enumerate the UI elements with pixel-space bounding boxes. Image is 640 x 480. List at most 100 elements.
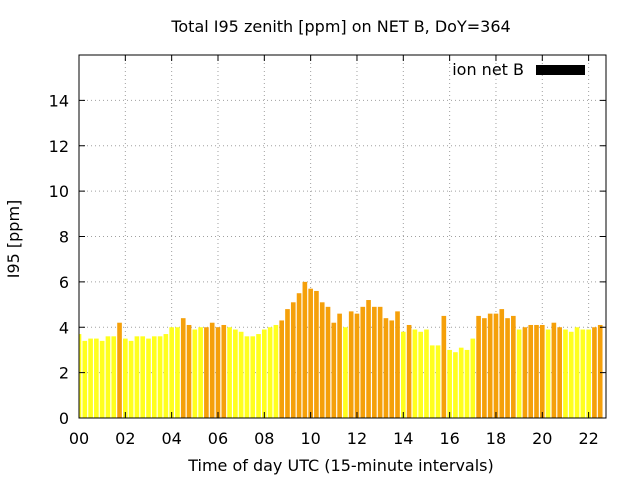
bar bbox=[545, 329, 551, 418]
bar bbox=[88, 338, 93, 418]
bar bbox=[453, 352, 458, 418]
x-tick-label: 04 bbox=[161, 429, 181, 448]
chart-title: Total I95 zenith [ppm] on NET B, DoY=364 bbox=[170, 17, 510, 36]
bar bbox=[372, 306, 377, 418]
bar bbox=[331, 322, 337, 418]
x-tick-label: 16 bbox=[439, 429, 459, 448]
legend: ion net B bbox=[452, 60, 585, 79]
bar bbox=[568, 331, 574, 418]
bar bbox=[360, 306, 366, 418]
y-tick-label: 4 bbox=[59, 318, 69, 337]
x-tick-label: 10 bbox=[300, 429, 320, 448]
bar bbox=[429, 345, 435, 418]
bar bbox=[163, 334, 169, 418]
bar bbox=[186, 324, 192, 418]
bar bbox=[169, 327, 174, 418]
legend-label: ion net B bbox=[452, 60, 524, 79]
bar bbox=[458, 347, 464, 418]
bar bbox=[94, 338, 99, 418]
bar bbox=[586, 329, 591, 418]
bar bbox=[522, 327, 528, 418]
bar bbox=[140, 336, 146, 418]
x-tick-label: 12 bbox=[347, 429, 367, 448]
bar bbox=[354, 313, 360, 418]
x-tick-label: 14 bbox=[393, 429, 413, 448]
y-axis-label: I95 [ppm] bbox=[4, 200, 23, 279]
x-axis-label: Time of day UTC (15-minute intervals) bbox=[187, 456, 494, 475]
bar bbox=[343, 327, 348, 418]
y-tick-label: 6 bbox=[59, 273, 69, 292]
bar bbox=[534, 324, 539, 418]
bar bbox=[424, 329, 429, 418]
bar bbox=[406, 324, 412, 418]
bar bbox=[348, 311, 354, 418]
bar bbox=[192, 329, 198, 418]
bar bbox=[389, 320, 395, 418]
bar bbox=[128, 340, 134, 418]
bar bbox=[516, 329, 522, 418]
y-tick-label: 14 bbox=[49, 91, 69, 110]
bar bbox=[273, 324, 279, 418]
bar bbox=[279, 320, 285, 418]
bar bbox=[221, 324, 227, 418]
bar bbox=[233, 329, 238, 418]
bar bbox=[592, 327, 597, 418]
bar bbox=[198, 327, 203, 418]
bar bbox=[267, 327, 273, 418]
bar bbox=[400, 331, 406, 418]
bar bbox=[447, 349, 452, 418]
bar bbox=[256, 334, 261, 418]
bar bbox=[435, 345, 441, 418]
x-tick-label: 20 bbox=[532, 429, 552, 448]
bar bbox=[227, 327, 232, 418]
x-tick-label: 08 bbox=[254, 429, 274, 448]
y-tick-label: 8 bbox=[59, 228, 69, 247]
bar bbox=[511, 315, 516, 418]
bar bbox=[557, 327, 562, 418]
bar bbox=[487, 313, 493, 418]
bar bbox=[551, 322, 557, 418]
bar bbox=[157, 336, 163, 418]
bar bbox=[308, 288, 313, 418]
bar bbox=[180, 318, 186, 418]
bar bbox=[215, 327, 221, 418]
bar bbox=[539, 324, 545, 418]
bar bbox=[105, 336, 111, 418]
y-tick-label: 2 bbox=[59, 364, 69, 383]
bar bbox=[175, 327, 180, 418]
bar bbox=[493, 313, 499, 418]
bars bbox=[79, 281, 603, 418]
bar bbox=[383, 318, 389, 418]
x-tick-label: 02 bbox=[115, 429, 135, 448]
bar bbox=[79, 334, 82, 418]
bar bbox=[476, 315, 481, 418]
bar bbox=[319, 302, 325, 418]
bar bbox=[528, 324, 534, 418]
bar bbox=[505, 318, 510, 418]
bar bbox=[296, 293, 302, 418]
bar bbox=[151, 336, 157, 418]
grid-lines bbox=[79, 55, 606, 418]
bar bbox=[285, 309, 290, 418]
y-tick-label: 10 bbox=[49, 182, 69, 201]
bar bbox=[325, 306, 331, 418]
bar bbox=[244, 336, 250, 418]
bar bbox=[82, 340, 88, 418]
bar bbox=[499, 309, 505, 418]
bar bbox=[482, 318, 487, 418]
y-tick-label: 0 bbox=[59, 409, 69, 428]
x-tick-label: 22 bbox=[578, 429, 598, 448]
bar bbox=[470, 338, 476, 418]
bar bbox=[123, 338, 128, 418]
bar bbox=[337, 313, 342, 418]
bar bbox=[464, 349, 470, 418]
bar bbox=[395, 311, 400, 418]
bar bbox=[209, 322, 215, 418]
bar bbox=[314, 290, 319, 418]
bar bbox=[204, 327, 209, 418]
bar bbox=[146, 338, 151, 418]
bar bbox=[597, 324, 603, 418]
bar bbox=[574, 327, 580, 418]
